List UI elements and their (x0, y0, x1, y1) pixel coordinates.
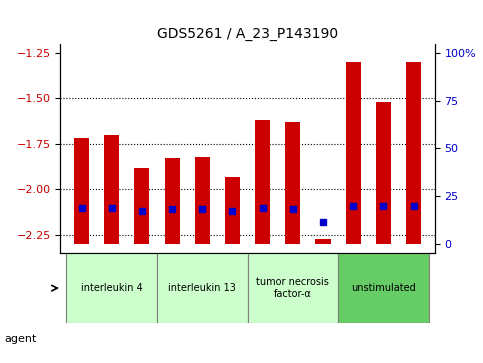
Text: interleukin 4: interleukin 4 (81, 283, 142, 293)
Bar (104, 135, 119, 244)
Bar (406, 62, 421, 244)
FancyBboxPatch shape (157, 253, 248, 323)
Title: GDS5261 / A_23_P143190: GDS5261 / A_23_P143190 (157, 27, 338, 41)
Bar (285, 122, 300, 244)
Bar (134, 167, 149, 244)
Bar (255, 120, 270, 244)
Text: tumor necrosis
factor-α: tumor necrosis factor-α (256, 277, 329, 299)
Bar (165, 158, 180, 244)
FancyBboxPatch shape (248, 253, 338, 323)
Bar (195, 156, 210, 244)
Bar (225, 177, 240, 244)
FancyBboxPatch shape (67, 253, 157, 323)
Bar (346, 62, 361, 244)
Bar (376, 102, 391, 244)
Bar (74, 138, 89, 244)
Bar (315, 238, 330, 244)
FancyBboxPatch shape (338, 253, 429, 323)
Text: agent: agent (5, 334, 37, 344)
Text: interleukin 13: interleukin 13 (168, 283, 236, 293)
Text: unstimulated: unstimulated (351, 283, 416, 293)
